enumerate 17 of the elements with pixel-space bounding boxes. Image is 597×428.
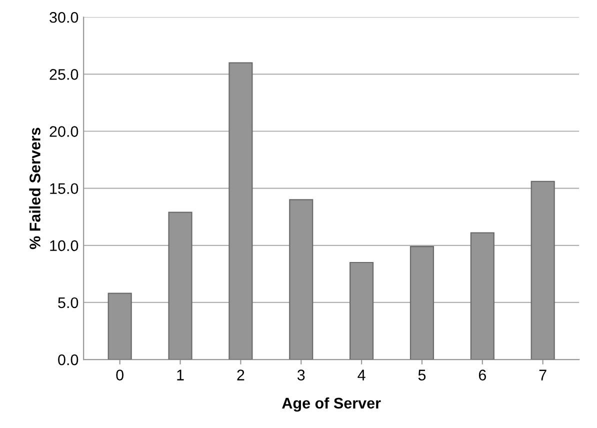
y-tick-label: 0.0 xyxy=(58,354,78,366)
y-tick-label: 5.0 xyxy=(58,297,78,308)
x-axis-title: Age of Server xyxy=(282,397,381,412)
x-tick-label: 4 xyxy=(358,370,366,380)
y-axis-title: % Failed Servers xyxy=(29,128,40,250)
y-tick-label: 30.0 xyxy=(50,12,78,23)
x-tick-label: 5 xyxy=(418,370,426,380)
x-tick-label: 6 xyxy=(478,370,486,380)
x-tick-label: 1 xyxy=(177,370,184,380)
y-tick-label: 25.0 xyxy=(50,69,78,80)
x-tick-label: 7 xyxy=(539,370,546,380)
x-tick-label: 3 xyxy=(297,370,305,380)
y-tick-label: 15.0 xyxy=(50,183,78,194)
x-tick-label: 0 xyxy=(116,370,124,380)
y-tick-label: 10.0 xyxy=(50,240,78,252)
x-tick-label: 2 xyxy=(237,370,244,380)
y-tick-label: 20.0 xyxy=(50,126,78,137)
